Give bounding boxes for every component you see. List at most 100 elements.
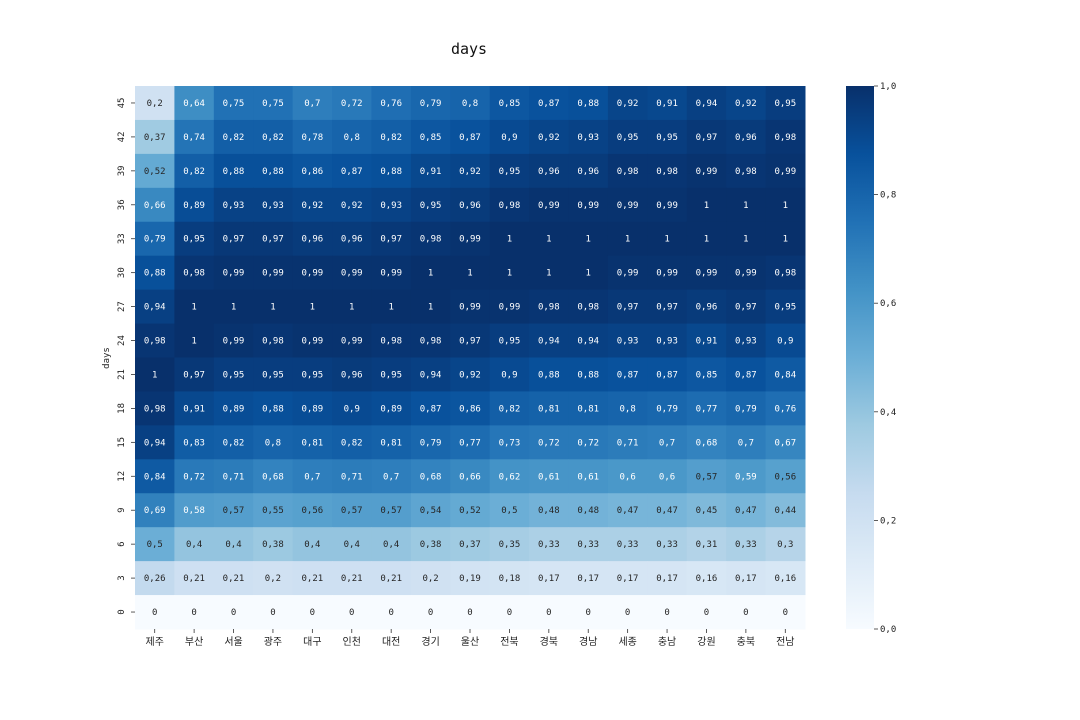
cell-value-label: 0,33 <box>735 540 757 550</box>
heatmap-cells: 0,2 0,64 0,75 0,75 0,7 0,72 0,76 0,79 0,8 0,85 0,8… <box>135 86 806 630</box>
heatmap-cell <box>332 459 372 494</box>
heatmap-cell <box>686 289 727 325</box>
y-tick-label: 24 <box>117 335 127 346</box>
cell-value-label: 0,82 <box>223 133 245 143</box>
cell-value-label: 0 <box>783 608 788 618</box>
heatmap-cell <box>607 493 648 528</box>
heatmap-cell <box>371 459 412 494</box>
heatmap-cell <box>607 595 648 630</box>
cell-value-label: 0,97 <box>380 235 402 245</box>
heatmap-cell <box>726 323 767 358</box>
heatmap-cell <box>292 561 333 596</box>
cell-value-label: 0,94 <box>420 370 442 380</box>
heatmap-cell <box>371 289 412 325</box>
heatmap-cell <box>607 459 648 494</box>
heatmap-cell <box>174 255 215 291</box>
heatmap-cell <box>568 289 609 325</box>
heatmap-cell <box>647 153 688 189</box>
y-tick-label: 21 <box>117 369 127 380</box>
cell-value-label: 0,95 <box>420 201 442 211</box>
heatmap-cell <box>450 221 491 257</box>
heatmap-cell <box>253 119 294 155</box>
heatmap-cell <box>410 119 451 155</box>
cell-value-label: 0 <box>704 608 709 618</box>
cell-value-label: 0,94 <box>538 337 560 347</box>
heatmap-cell <box>607 255 648 291</box>
heatmap-cell <box>529 425 570 460</box>
cell-value-label: 0,86 <box>459 404 481 414</box>
y-tick-label: 18 <box>117 403 127 414</box>
cell-value-label: 1 <box>507 269 512 279</box>
cell-value-label: 0,91 <box>656 99 678 109</box>
heatmap-cell <box>686 459 727 494</box>
heatmap-cell <box>213 425 254 460</box>
cell-value-label: 0,33 <box>656 540 678 550</box>
cell-value-label: 0,95 <box>774 303 796 313</box>
heatmap-cell <box>489 187 530 223</box>
cell-value-label: 0,95 <box>656 133 678 143</box>
heatmap-cell <box>607 561 648 596</box>
heatmap-cell <box>726 493 767 528</box>
cell-value-label: 0,21 <box>183 574 205 584</box>
cell-value-label: 0,38 <box>420 540 442 550</box>
heatmap-cell <box>135 561 175 596</box>
cell-value-label: 0,17 <box>656 574 678 584</box>
cell-value-label: 0,37 <box>459 540 481 550</box>
cell-value-label: 0,87 <box>459 133 481 143</box>
heatmap-cell <box>647 323 688 358</box>
heatmap-cell <box>529 459 570 494</box>
heatmap-cell <box>292 119 333 155</box>
heatmap-cell <box>686 221 727 257</box>
heatmap-cell <box>410 357 451 392</box>
cell-value-label: 0,16 <box>774 574 796 584</box>
cell-value-label: 0,7 <box>659 438 675 448</box>
heatmap-cell <box>332 86 372 121</box>
heatmap-cell <box>371 323 412 358</box>
cell-value-label: 0,98 <box>183 269 205 279</box>
cell-value-label: 0,79 <box>735 404 757 414</box>
cell-value-label: 0,38 <box>262 540 284 550</box>
heatmap-cell <box>174 357 215 392</box>
cell-value-label: 0,21 <box>380 574 402 584</box>
cell-value-label: 0,67 <box>774 438 796 448</box>
heatmap-cell <box>174 221 215 257</box>
heatmap-cell <box>647 527 688 562</box>
x-tick-label: 전남 <box>776 636 794 648</box>
cell-value-label: 0,99 <box>538 201 560 211</box>
heatmap-cell <box>568 527 609 562</box>
cell-value-label: 0,57 <box>696 472 718 482</box>
heatmap-cell <box>607 119 648 155</box>
cell-value-label: 0,95 <box>380 370 402 380</box>
heatmap-cell <box>568 323 609 358</box>
cell-value-label: 0,18 <box>499 574 521 584</box>
cell-value-label: 0,99 <box>617 201 639 211</box>
y-tick-label: 27 <box>117 301 127 312</box>
heatmap-cell <box>765 425 806 460</box>
cell-value-label: 0,47 <box>735 506 757 516</box>
cell-value-label: 0,17 <box>577 574 599 584</box>
heatmap-cell <box>726 459 767 494</box>
heatmap-cell <box>726 391 767 426</box>
cell-value-label: 0,96 <box>459 201 481 211</box>
y-tick-label: 3 <box>117 575 127 580</box>
heatmap-cell <box>647 357 688 392</box>
heatmap-cell <box>292 493 333 528</box>
heatmap-cell <box>174 425 215 460</box>
heatmap-cell <box>450 595 491 630</box>
cell-value-label: 0,82 <box>183 167 205 177</box>
cell-value-label: 0,87 <box>735 370 757 380</box>
heatmap-cell <box>450 187 491 223</box>
cell-value-label: 0,99 <box>696 167 718 177</box>
heatmap-cell <box>489 391 530 426</box>
cell-value-label: 0,96 <box>577 167 599 177</box>
heatmap-cell <box>253 357 294 392</box>
heatmap-cell <box>726 187 767 223</box>
heatmap-cell <box>213 323 254 358</box>
x-tick-label: 서울 <box>224 636 242 648</box>
cell-value-label: 0 <box>625 608 630 618</box>
cell-value-label: 0,98 <box>538 303 560 313</box>
cell-value-label: 0,92 <box>617 99 639 109</box>
heatmap-cell <box>647 493 688 528</box>
x-tick-label: 경남 <box>579 635 597 648</box>
y-tick-label: 9 <box>117 508 127 513</box>
